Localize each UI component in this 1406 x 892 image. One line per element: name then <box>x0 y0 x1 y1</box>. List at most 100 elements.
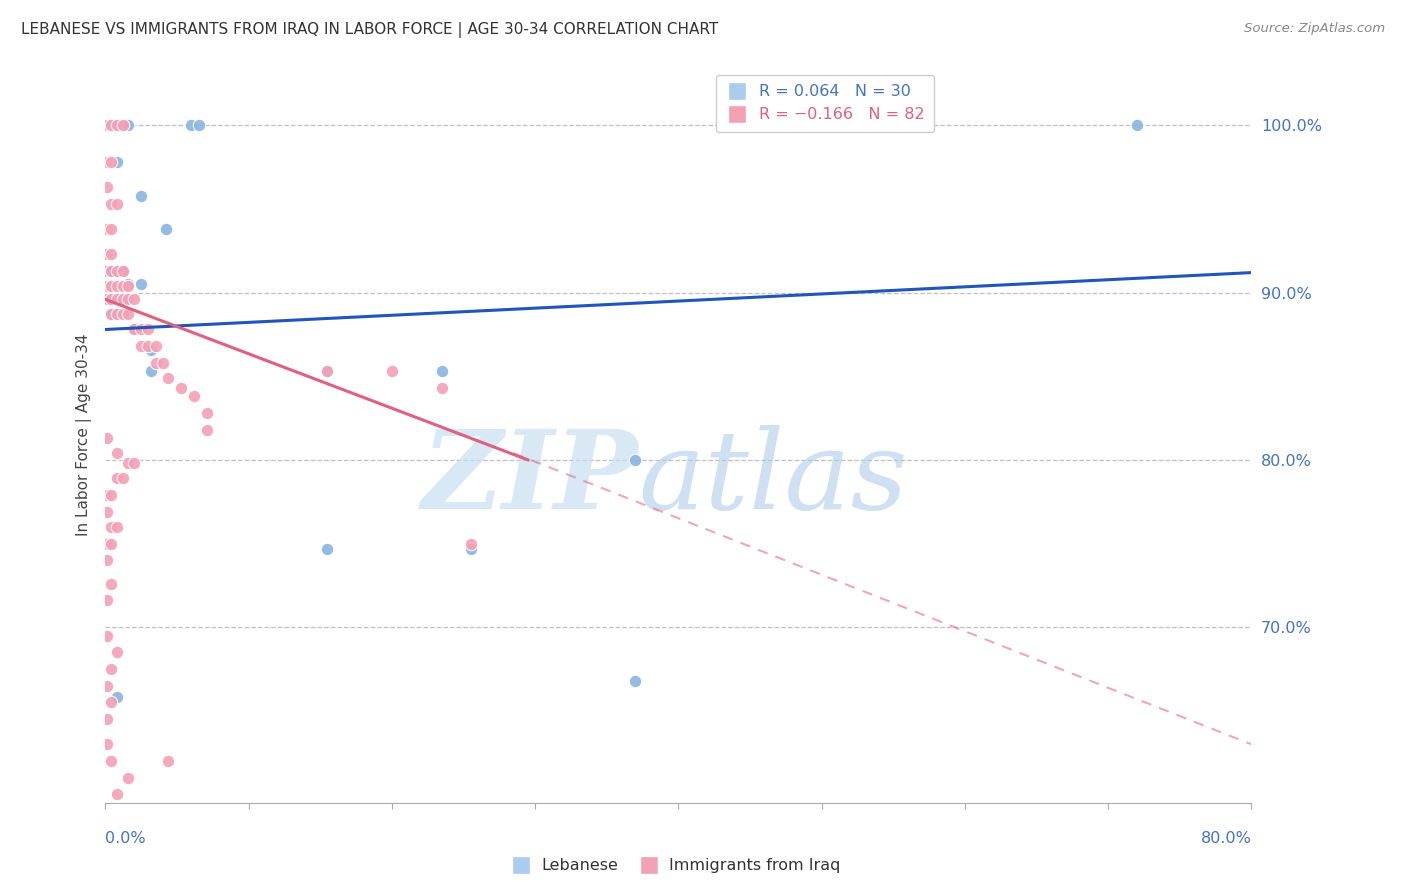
Point <box>187 119 209 133</box>
Point <box>105 264 128 278</box>
Point <box>100 197 122 211</box>
Text: ZIP: ZIP <box>422 425 638 533</box>
Point <box>105 788 128 802</box>
Point <box>117 293 139 307</box>
Point <box>96 593 118 607</box>
Point <box>96 264 118 278</box>
Point <box>117 279 139 293</box>
Point <box>141 343 163 357</box>
Point <box>180 119 202 133</box>
Point <box>96 712 118 726</box>
Point <box>96 629 118 643</box>
Point <box>195 423 218 437</box>
Point <box>100 307 122 321</box>
Point <box>96 293 118 307</box>
Point <box>100 536 122 550</box>
Point <box>122 456 145 470</box>
Point <box>100 293 122 307</box>
Point <box>111 293 134 307</box>
Point <box>316 364 339 378</box>
Point <box>96 431 118 445</box>
Point <box>430 364 453 378</box>
Point <box>105 155 128 169</box>
Point <box>111 264 134 278</box>
Point <box>105 264 128 278</box>
Point <box>100 307 122 321</box>
Point <box>100 119 122 133</box>
Point <box>111 279 134 293</box>
Point <box>105 119 128 133</box>
Point <box>460 541 482 556</box>
Point <box>129 322 152 336</box>
Point <box>145 339 167 353</box>
Point <box>96 279 118 293</box>
Point <box>105 690 128 705</box>
Point <box>138 322 160 336</box>
Point <box>1125 119 1147 133</box>
Point <box>96 180 118 194</box>
Point <box>105 293 128 307</box>
Point <box>100 279 122 293</box>
Point <box>105 520 128 534</box>
Text: Source: ZipAtlas.com: Source: ZipAtlas.com <box>1244 22 1385 36</box>
Point <box>100 695 122 709</box>
Point <box>100 222 122 236</box>
Point <box>105 293 128 307</box>
Point <box>96 247 118 261</box>
Point <box>100 520 122 534</box>
Point <box>105 197 128 211</box>
Point <box>430 381 453 395</box>
Point <box>96 536 118 550</box>
Point <box>100 247 122 261</box>
Text: 80.0%: 80.0% <box>1201 831 1251 847</box>
Point <box>100 754 122 768</box>
Point <box>96 293 118 307</box>
Point <box>105 446 128 460</box>
Point <box>117 307 139 321</box>
Point <box>100 155 122 169</box>
Point <box>157 754 180 768</box>
Point <box>100 576 122 591</box>
Point <box>195 406 218 420</box>
Point <box>96 119 118 133</box>
Point <box>105 307 128 321</box>
Point <box>105 279 128 293</box>
Point <box>170 381 193 395</box>
Point <box>111 471 134 485</box>
Point <box>122 293 145 307</box>
Point <box>138 339 160 353</box>
Legend: R = 0.064   N = 30, R = −0.166   N = 82: R = 0.064 N = 30, R = −0.166 N = 82 <box>716 75 934 132</box>
Point <box>624 453 647 467</box>
Text: atlas: atlas <box>638 425 908 533</box>
Point <box>100 264 122 278</box>
Point <box>111 264 134 278</box>
Point <box>183 389 205 403</box>
Point <box>316 541 339 556</box>
Point <box>155 222 177 236</box>
Point <box>129 339 152 353</box>
Y-axis label: In Labor Force | Age 30-34: In Labor Force | Age 30-34 <box>76 334 91 536</box>
Legend: Lebanese, Immigrants from Iraq: Lebanese, Immigrants from Iraq <box>503 852 846 880</box>
Text: LEBANESE VS IMMIGRANTS FROM IRAQ IN LABOR FORCE | AGE 30-34 CORRELATION CHART: LEBANESE VS IMMIGRANTS FROM IRAQ IN LABO… <box>21 22 718 38</box>
Point <box>105 471 128 485</box>
Point <box>100 662 122 676</box>
Point <box>117 771 139 785</box>
Point <box>117 456 139 470</box>
Point <box>105 119 128 133</box>
Point <box>129 277 152 292</box>
Point <box>122 322 145 336</box>
Point <box>111 119 134 133</box>
Point <box>141 364 163 378</box>
Point <box>381 364 404 378</box>
Point <box>100 119 122 133</box>
Point <box>460 536 482 550</box>
Point <box>96 488 118 502</box>
Point <box>96 222 118 236</box>
Point <box>145 356 167 370</box>
Point <box>624 673 647 688</box>
Point <box>111 307 134 321</box>
Point <box>117 119 139 133</box>
Point <box>129 188 152 202</box>
Point <box>111 119 134 133</box>
Point <box>117 277 139 292</box>
